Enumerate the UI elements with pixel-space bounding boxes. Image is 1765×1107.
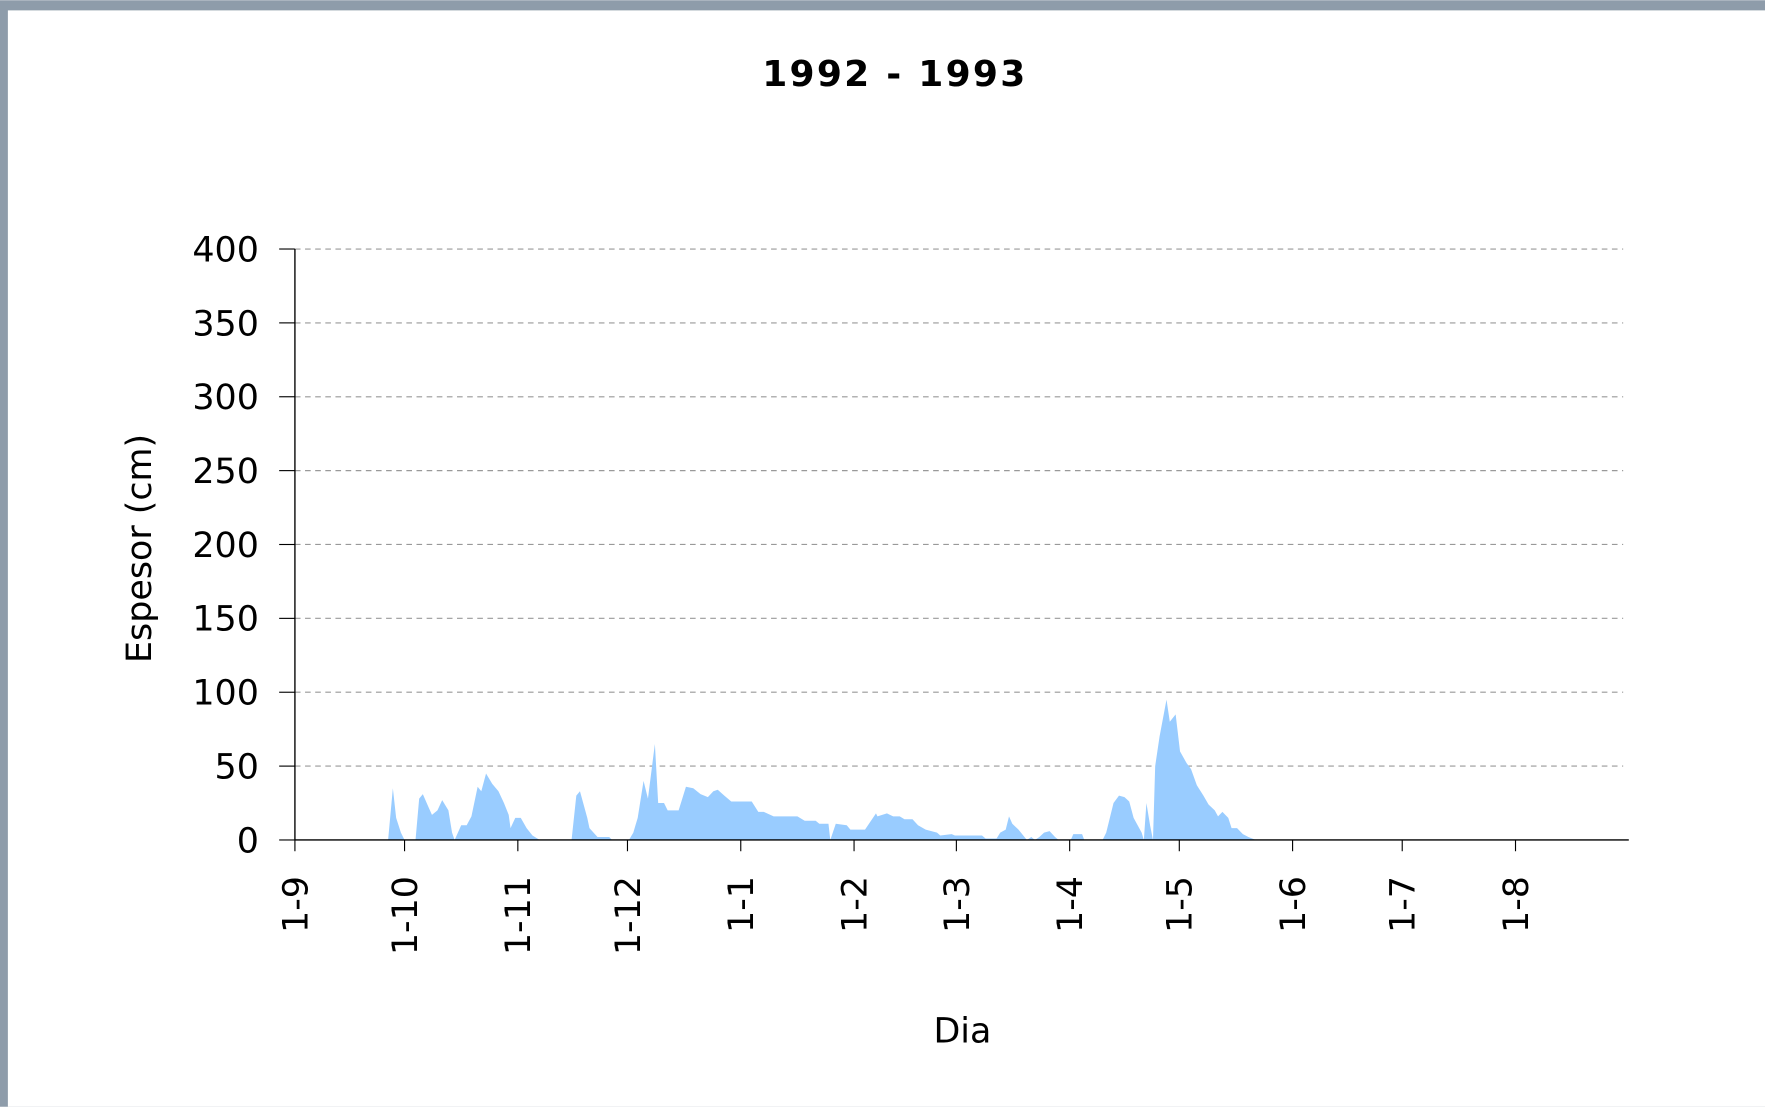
y-tick-label: 150 <box>192 600 259 640</box>
area <box>294 699 1629 840</box>
x-tick-label: 1-3 <box>938 876 978 933</box>
y-tick-label: 200 <box>192 526 259 566</box>
x-tick-label: 1-9 <box>276 876 316 933</box>
x-tick-label: 1-5 <box>1161 876 1201 933</box>
x-tick-label: 1-2 <box>835 876 875 933</box>
chart-title: 1992 - 1993 <box>762 54 1027 95</box>
x-tick-label: 1-11 <box>499 876 539 955</box>
y-tick-label: 0 <box>237 821 259 861</box>
y-tick-label: 350 <box>192 304 259 344</box>
y-tick-label: 300 <box>192 378 259 418</box>
x-tick-label: 1-7 <box>1384 876 1424 933</box>
x-tick-label: 1-1 <box>722 876 762 933</box>
x-tick-label: 1-10 <box>386 876 426 955</box>
x-tick-label: 1-12 <box>609 876 649 955</box>
y-axis-label: Espesor (cm) <box>120 434 160 663</box>
y-tick-label: 50 <box>215 747 259 787</box>
x-tick-label: 1-4 <box>1051 876 1091 933</box>
y-tick-label: 100 <box>192 674 259 714</box>
x-tick-label: 1-6 <box>1274 876 1314 933</box>
x-axis-label: Dia <box>933 1012 991 1052</box>
y-tick-label: 250 <box>192 452 259 492</box>
y-tick-label: 400 <box>192 230 259 270</box>
x-tick-label: 1-8 <box>1497 876 1537 933</box>
chart-area <box>7 10 1765 1107</box>
